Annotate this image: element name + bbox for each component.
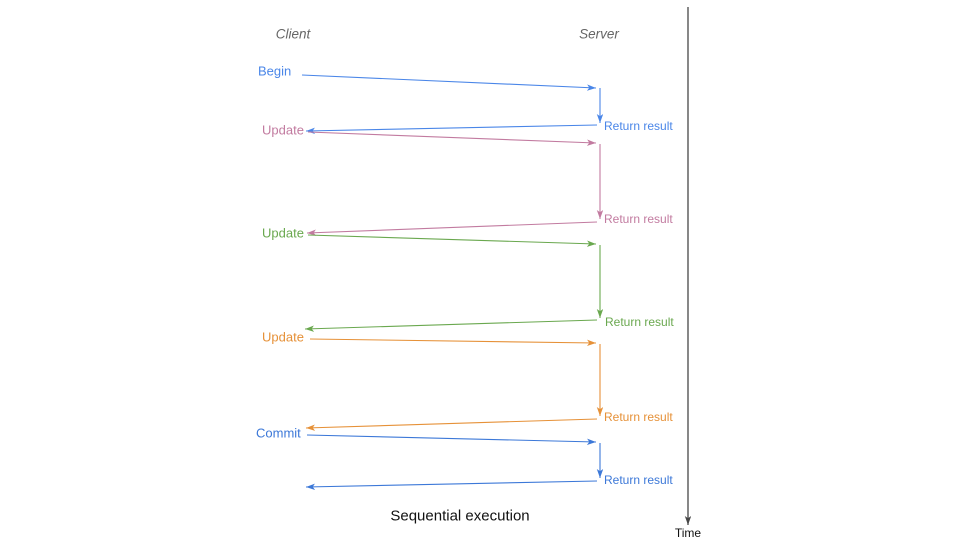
response-arrow-update-2 [304, 319, 598, 332]
diagram-title: Sequential execution [390, 507, 530, 525]
response-arrow-update-3 [305, 418, 598, 431]
server-column-header: Server [579, 26, 619, 42]
time-axis-label: Time [674, 526, 702, 540]
request-arrow-update-3 [309, 338, 597, 347]
client-column-header: Client [275, 26, 311, 42]
request-arrow-commit [306, 434, 597, 445]
request-arrow-update-1 [307, 131, 597, 146]
response-arrow-update-1 [306, 221, 598, 236]
request-arrow-begin [301, 74, 597, 91]
response-arrow-begin [305, 124, 598, 135]
response-arrow-commit [305, 480, 598, 491]
request-arrow-update-2 [307, 234, 597, 247]
